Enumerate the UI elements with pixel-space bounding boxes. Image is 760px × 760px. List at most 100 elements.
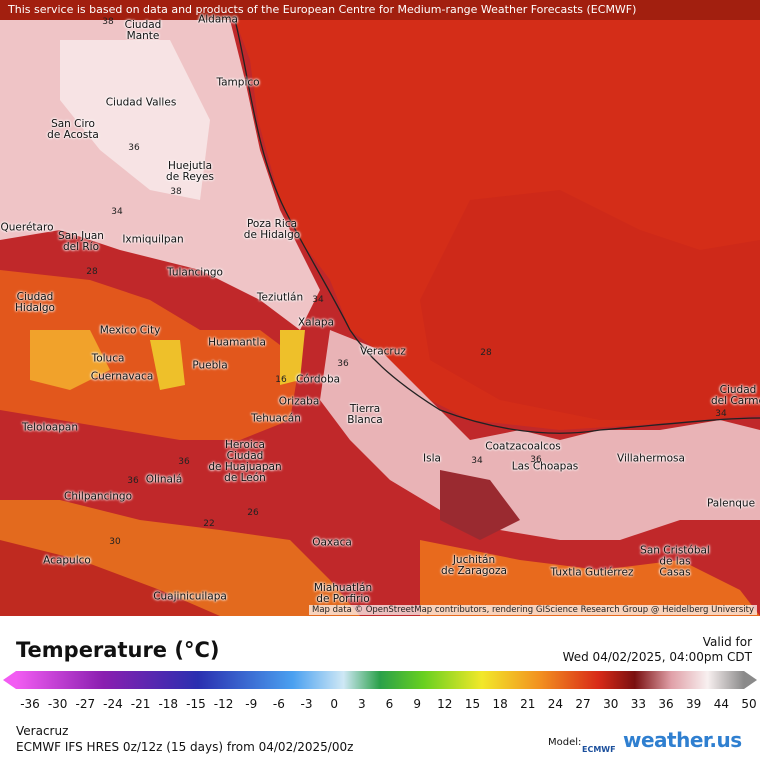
valid-label: Valid for xyxy=(702,635,752,649)
land-warm xyxy=(30,330,110,390)
contour-label: 36 xyxy=(178,457,190,467)
contour-label: 28 xyxy=(480,348,492,358)
contour-label: 36 xyxy=(127,476,139,486)
land-isthmus xyxy=(420,540,760,616)
land-highlands xyxy=(0,270,300,440)
city-label: San Juan del Río xyxy=(58,230,104,253)
tick-label: -6 xyxy=(272,697,285,711)
city-label: Huamantla xyxy=(208,336,266,349)
city-label: Mexico City xyxy=(99,324,161,337)
city-label: Ciudad Valles xyxy=(105,96,177,109)
city-label: Cuernavaca xyxy=(90,370,154,383)
city-label: Chilpancingo xyxy=(63,490,133,503)
city-label: Heroica Ciudad de Huajuapan de León xyxy=(208,439,282,484)
city-label: Ciudad del Carme xyxy=(711,384,760,407)
tick-label: 33 xyxy=(630,697,647,711)
valid-time: Wed 04/02/2025, 04:00pm CDT xyxy=(562,650,752,664)
tick-label: -21 xyxy=(130,697,151,711)
tick-label: -36 xyxy=(20,697,40,711)
tick-label: -24 xyxy=(103,697,123,711)
sea-shade xyxy=(420,190,760,420)
contour-label: 36 xyxy=(337,359,349,369)
city-label: Poza Rica de Hidalgo xyxy=(243,218,301,241)
tick-label: 30 xyxy=(603,697,619,711)
city-label: Las Choapas xyxy=(511,460,579,473)
city-label: Córdoba xyxy=(295,373,341,386)
tick-label: 50 xyxy=(741,697,757,711)
contour-label: 34 xyxy=(715,409,727,419)
tick-label: 36 xyxy=(658,697,674,711)
city-label: Tuxtla Gutiérrez xyxy=(550,566,634,579)
map-shapes xyxy=(0,19,760,616)
land-very-hot xyxy=(60,40,210,200)
bar-max-arrow xyxy=(744,671,757,689)
contour-label: 16 xyxy=(275,375,287,385)
tick-label: -3 xyxy=(300,697,313,711)
city-label: Tehuacán xyxy=(251,412,301,425)
tick-label: 24 xyxy=(547,697,564,711)
city-label: Villahermosa xyxy=(617,452,685,465)
contour-label: 34 xyxy=(111,207,123,217)
tick-label: 12 xyxy=(437,697,453,711)
city-label: Coatzacoalcos xyxy=(485,440,561,453)
land-warm xyxy=(280,330,305,385)
contour-label: 34 xyxy=(471,456,483,466)
tick-label: 6 xyxy=(385,697,394,711)
tick-label: 15 xyxy=(464,697,481,711)
tick-label: -12 xyxy=(213,697,234,711)
model-label: Model: xyxy=(548,737,582,748)
city-label: Ciudad Mante xyxy=(124,19,162,42)
contour-label: 38 xyxy=(170,187,182,197)
city-label: Tulancingo xyxy=(167,266,223,279)
tick-label: -27 xyxy=(75,697,96,711)
location: Veracruz xyxy=(16,724,69,738)
brand[interactable]: weather.us xyxy=(623,728,742,752)
tick-label: -30 xyxy=(47,697,68,711)
color-bar xyxy=(3,671,757,689)
tick-label: -9 xyxy=(245,697,258,711)
contour-label: 28 xyxy=(86,267,98,277)
city-label: Huejutla de Reyes xyxy=(166,160,214,183)
city-label: Miahuatlán de Porfirio xyxy=(313,582,373,605)
tick-label: 9 xyxy=(413,697,421,711)
city-label: Palenque xyxy=(706,497,756,510)
land-basin xyxy=(440,470,520,540)
city-label: Aldama xyxy=(198,13,238,26)
city-label: Querétaro xyxy=(0,221,54,234)
city-label: Juchitán de Zaragoza xyxy=(441,554,507,577)
city-label: Veracruz xyxy=(360,345,406,358)
contour-label: 38 xyxy=(102,17,114,27)
tick-label: 18 xyxy=(492,697,508,711)
city-label: Teziutlán xyxy=(256,291,304,304)
legend-title: Temperature (°C) xyxy=(16,638,220,662)
contour-label: 36 xyxy=(530,455,542,465)
city-label: San Cristóbal de las Casas xyxy=(640,544,710,579)
coastline xyxy=(234,19,760,434)
city-label: Olinalá xyxy=(145,473,183,486)
tick-label: -15 xyxy=(186,697,206,711)
city-label: Tierra Blanca xyxy=(347,403,383,426)
tick-label: 3 xyxy=(358,697,366,711)
city-label: Puebla xyxy=(192,359,228,372)
land-south-coast xyxy=(0,540,220,616)
city-label: Ixmiquilpan xyxy=(122,233,184,246)
bar-gradient xyxy=(16,671,744,689)
tick-label: 0 xyxy=(330,697,339,711)
map: This service is based on data and produc… xyxy=(0,0,760,616)
city-label: Cuajinicuilapa xyxy=(153,590,227,603)
contour-label: 30 xyxy=(109,537,121,547)
city-label: Teloloapan xyxy=(22,421,78,434)
bar-min-arrow xyxy=(3,671,16,689)
tick-label: 39 xyxy=(686,697,702,711)
city-label: Toluca xyxy=(91,352,125,365)
city-label: Orizaba xyxy=(278,395,320,408)
tick-label: 44 xyxy=(713,697,729,711)
model-run: ECMWF IFS HRES 0z/12z (15 days) from 04/… xyxy=(16,740,354,754)
city-label: San Ciro de Acosta xyxy=(47,118,99,141)
contour-label: 22 xyxy=(203,519,215,529)
contour-label: 36 xyxy=(128,143,140,153)
banner: This service is based on data and produc… xyxy=(0,0,760,20)
attribution: Map data © OpenStreetMap contributors, r… xyxy=(309,605,757,615)
city-label: Isla xyxy=(423,452,441,465)
city-label: Xalapa xyxy=(297,316,335,329)
